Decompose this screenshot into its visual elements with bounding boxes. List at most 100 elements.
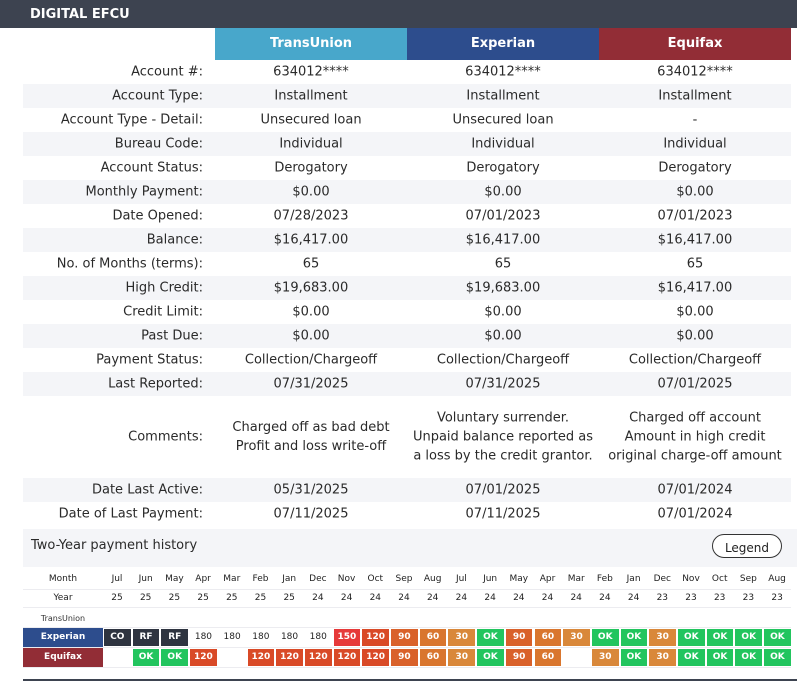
year-cell: 23 [771, 593, 783, 603]
history-gridline [23, 607, 791, 608]
month-cell: Jun [483, 574, 498, 584]
year-cell: 25 [168, 593, 181, 603]
detail-value-transunion: $19,683.00 [273, 280, 349, 296]
history-cell: OK [764, 649, 791, 666]
history-cell [276, 610, 303, 627]
detail-value-experian: 07/11/2025 [465, 506, 541, 522]
month-cell: Jul [111, 574, 123, 584]
history-cell: OK [620, 629, 648, 646]
history-cell: 60 [534, 629, 562, 646]
account-header: DIGITAL EFCU [0, 0, 797, 28]
bureau-header-equifax: Equifax [599, 28, 791, 60]
history-cell [477, 610, 504, 627]
history-row-transunion: TransUnion [23, 609, 791, 628]
bottom-divider [23, 679, 797, 681]
detail-label: Bureau Code: [114, 136, 203, 152]
detail-row: Date Last Active: 05/31/2025 07/01/2025 07/… [23, 478, 791, 502]
detail-value-experian: Voluntary surrender. Unpaid balance repor… [412, 410, 594, 464]
detail-value-experian: Derogatory [466, 160, 540, 176]
detail-label: Balance: [146, 232, 203, 248]
year-cell: 24 [312, 593, 324, 603]
history-cell: 30 [448, 649, 476, 666]
detail-value-transunion: $0.00 [292, 184, 330, 200]
detail-value-experian: 65 [494, 256, 512, 272]
month-cell: Jun [138, 574, 153, 584]
detail-value-transunion: Individual [279, 136, 343, 152]
history-gridline [23, 589, 791, 590]
month-cell: Oct [367, 574, 384, 584]
history-cell: 120 [276, 649, 303, 666]
history-cell: 30 [448, 629, 476, 646]
month-cell: Nov [337, 574, 356, 584]
year-cell: 24 [570, 593, 582, 603]
detail-label: Account Type - Detail: [60, 112, 203, 128]
legend-button[interactable]: Legend [712, 534, 782, 558]
history-cell [448, 610, 476, 627]
detail-value-experian: 07/31/2025 [465, 376, 541, 392]
detail-row: Payment Status: Collection/Chargeoff Colle… [23, 348, 791, 372]
history-cell: 30 [649, 649, 676, 666]
detail-value-transunion: 05/31/2025 [273, 482, 349, 498]
history-cell [104, 649, 131, 666]
history-cell [649, 610, 676, 627]
history-cell: 180 [218, 629, 246, 646]
detail-value-equifax: 634012**** [657, 64, 733, 80]
month-cell: Feb [252, 574, 269, 584]
history-cell [764, 610, 791, 627]
history-cell [678, 610, 705, 627]
detail-value-experian: $19,683.00 [465, 280, 541, 296]
history-title: Two-Year payment history [31, 538, 198, 553]
year-cell: 23 [742, 593, 755, 603]
bureau-header-experian: Experian [407, 28, 599, 60]
detail-value-experian: 07/01/2023 [465, 208, 541, 224]
history-cell: 120 [190, 649, 217, 666]
month-cell: Aug [768, 574, 786, 584]
detail-value-experian: Collection/Chargeoff [436, 352, 570, 368]
detail-row: Credit Limit: $0.00 $0.00 $0.00 [23, 300, 791, 324]
detail-value-experian: $0.00 [484, 304, 522, 320]
history-cell: OK [620, 649, 648, 666]
detail-value-experian: Installment [466, 88, 540, 104]
detail-row: Date of Last Payment: 07/11/2025 07/11/202… [23, 502, 791, 526]
year-cell: 24 [627, 593, 640, 603]
detail-row: No. of Months (terms): 65 65 65 [23, 252, 791, 276]
history-cell: OK [161, 649, 189, 666]
detail-value-transunion: Derogatory [274, 160, 348, 176]
history-cell: OK [706, 649, 734, 666]
year-label: Year [53, 593, 73, 603]
detail-value-transunion: $0.00 [292, 304, 330, 320]
year-cell: 24 [426, 593, 439, 603]
month-cell: Jan [282, 574, 297, 584]
history-bureau-label: Experian [23, 628, 103, 647]
detail-label: Last Reported: [108, 376, 203, 392]
history-cell: 180 [276, 629, 303, 646]
detail-value-equifax: 07/01/2024 [657, 506, 733, 522]
history-cell: 90 [391, 629, 418, 646]
month-cell: May [509, 574, 529, 584]
history-cell [333, 610, 361, 627]
detail-value-equifax: $0.00 [676, 184, 714, 200]
detail-label: High Credit: [125, 280, 204, 296]
history-cell [304, 610, 332, 627]
detail-value-experian: Unsecured loan [452, 112, 554, 128]
detail-value-equifax: $0.00 [676, 328, 714, 344]
month-cell: Mar [567, 574, 585, 584]
history-cell [563, 649, 590, 666]
detail-value-transunion: 65 [302, 256, 320, 272]
history-cell [391, 610, 418, 627]
detail-row: Account Type: Installment Installment Insta… [23, 84, 791, 108]
detail-value-equifax: - [692, 112, 698, 128]
history-cell: 90 [391, 649, 418, 666]
detail-value-equifax: 07/01/2025 [657, 376, 733, 392]
history-cell: OK [764, 629, 791, 646]
history-month-row: Month Jul Jun May Apr Mar Feb Jan Dec Nov Oct Sep Au… [23, 572, 791, 588]
detail-value-transunion: Charged off as bad debt Profit and loss w… [232, 420, 390, 454]
history-cell [190, 610, 217, 627]
history-cell [247, 610, 275, 627]
year-cell: 24 [455, 593, 468, 603]
month-cell: Apr [539, 574, 556, 584]
year-cell: 23 [656, 593, 669, 603]
detail-row: Last Reported: 07/31/2025 07/31/2025 07/01/… [23, 372, 791, 396]
year-cell: 25 [197, 593, 209, 603]
history-cell: 120 [247, 649, 275, 666]
